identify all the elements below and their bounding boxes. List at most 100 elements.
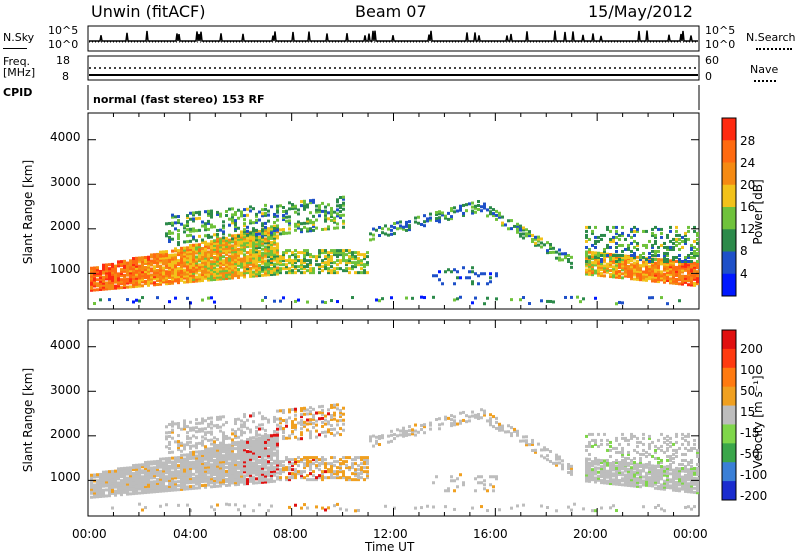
echo-cell (453, 489, 456, 493)
echo-cell (249, 256, 252, 260)
echo-cell (228, 240, 231, 244)
echo-cell (198, 454, 201, 458)
echo-cell (201, 474, 204, 478)
echo-cell (180, 270, 183, 274)
echo-cell (228, 264, 231, 268)
echo-cell (222, 443, 225, 447)
echo-cell (276, 431, 279, 435)
echo-cell (273, 479, 276, 483)
echo-cell (201, 253, 204, 257)
echo-cell (177, 267, 180, 271)
echo-cell (240, 230, 243, 234)
echo-cell (339, 210, 342, 214)
echo-cell (462, 266, 465, 270)
echo-cell (207, 252, 210, 256)
echo-cell (99, 488, 102, 492)
echo-cell (558, 256, 561, 260)
echo-cell (672, 261, 675, 265)
echo-cell (468, 415, 471, 419)
echo-cell (249, 266, 252, 270)
echo-cell (585, 459, 588, 463)
echo-cell (657, 479, 660, 483)
echo-cell (129, 265, 132, 269)
echo-cell (264, 454, 267, 458)
echo-cell (150, 273, 153, 277)
echo-cell (243, 450, 246, 454)
echo-cell (213, 472, 216, 476)
echo-cell (291, 432, 294, 436)
echo-cell (669, 273, 672, 277)
echo-cell (684, 477, 687, 481)
echo-cell (288, 261, 291, 265)
echo-cell (327, 263, 330, 267)
echo-cell (630, 241, 633, 245)
echo-cell (627, 463, 630, 467)
echo-cell (270, 504, 273, 508)
echo-cell (186, 228, 189, 232)
echo-cell (594, 476, 597, 480)
echo-cell (264, 261, 267, 265)
echo-cell (426, 217, 429, 221)
echo-cell (651, 227, 654, 231)
echo-cell (327, 428, 330, 432)
echo-cell (222, 480, 225, 484)
echo-cell (360, 259, 363, 263)
echo-cell (513, 429, 516, 433)
echo-cell (600, 257, 603, 261)
echo-cell (165, 477, 168, 481)
echo-cell (288, 215, 291, 219)
echo-cell (252, 467, 255, 471)
echo-cell (216, 425, 219, 429)
echo-cell (144, 467, 147, 471)
echo-cell (93, 479, 96, 483)
echo-cell (609, 440, 612, 444)
echo-cell (249, 430, 252, 434)
echo-cell (333, 417, 336, 421)
echo-cell (108, 285, 111, 289)
echo-cell (147, 476, 150, 480)
echo-cell (555, 461, 558, 465)
echo-cell (267, 442, 270, 446)
echo-cell (486, 214, 489, 218)
echo-cell (141, 258, 144, 262)
echo-cell (180, 461, 183, 465)
echo-cell (672, 486, 675, 490)
echo-cell (288, 462, 291, 466)
echo-cell (186, 459, 189, 463)
echo-cell (135, 489, 138, 493)
echo-cell (546, 505, 549, 509)
echo-cell (207, 227, 210, 231)
echo-cell (246, 243, 249, 247)
echo-cell (111, 487, 114, 491)
echo-cell (105, 267, 108, 271)
echo-cell (618, 260, 621, 263)
echo-cell (633, 472, 636, 476)
echo-cell (228, 254, 231, 258)
echo-cell (201, 220, 204, 224)
echo-cell (219, 228, 222, 232)
echo-cell (570, 466, 573, 470)
echo-cell (687, 462, 690, 466)
echo-cell (681, 483, 684, 487)
echo-cell (198, 427, 201, 431)
echo-cell (276, 242, 279, 246)
echo-cell (297, 421, 300, 425)
echo-cell (99, 298, 102, 302)
echo-cell (261, 444, 264, 448)
echo-cell (123, 472, 126, 476)
echo-cell (222, 247, 225, 251)
echo-cell (555, 509, 558, 513)
echo-cell (189, 239, 192, 243)
echo-cell (102, 265, 105, 269)
echo-cell (684, 257, 687, 261)
echo-cell (219, 253, 222, 257)
echo-cell (330, 265, 333, 269)
echo-cell (153, 265, 156, 269)
echo-cell (117, 276, 120, 280)
echo-cell (675, 273, 678, 277)
echo-cell (240, 466, 243, 470)
echo-cell (309, 259, 312, 263)
echo-cell (333, 472, 336, 476)
echo-cell (675, 432, 678, 436)
echo-cell (345, 263, 348, 267)
